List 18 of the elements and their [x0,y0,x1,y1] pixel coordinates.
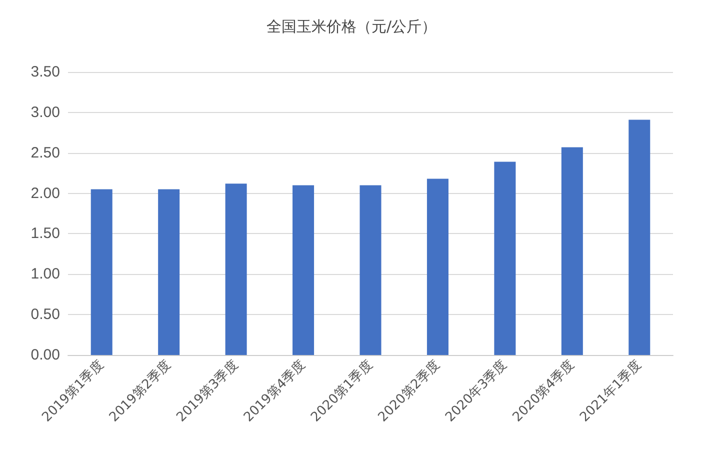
bar [360,185,382,355]
bar [494,162,516,355]
y-tick-label: 3.50 [30,64,60,80]
bar [158,189,180,355]
y-tick-label: 3.00 [30,104,60,121]
y-tick-label: 1.00 [30,266,60,283]
bar [225,184,247,355]
chart-title: 全国玉米价格（元/公斤） [266,18,437,36]
y-tick-label: 0.50 [30,306,60,324]
y-tick-label: 0.00 [30,346,60,364]
y-tick-label: 2.50 [30,144,60,162]
y-tick-label: 2.00 [30,184,60,202]
bar [426,178,448,355]
bar [561,147,583,355]
bar [90,189,112,355]
y-tick-label: 1.50 [30,225,60,242]
bar [292,185,314,355]
bar [628,120,650,355]
